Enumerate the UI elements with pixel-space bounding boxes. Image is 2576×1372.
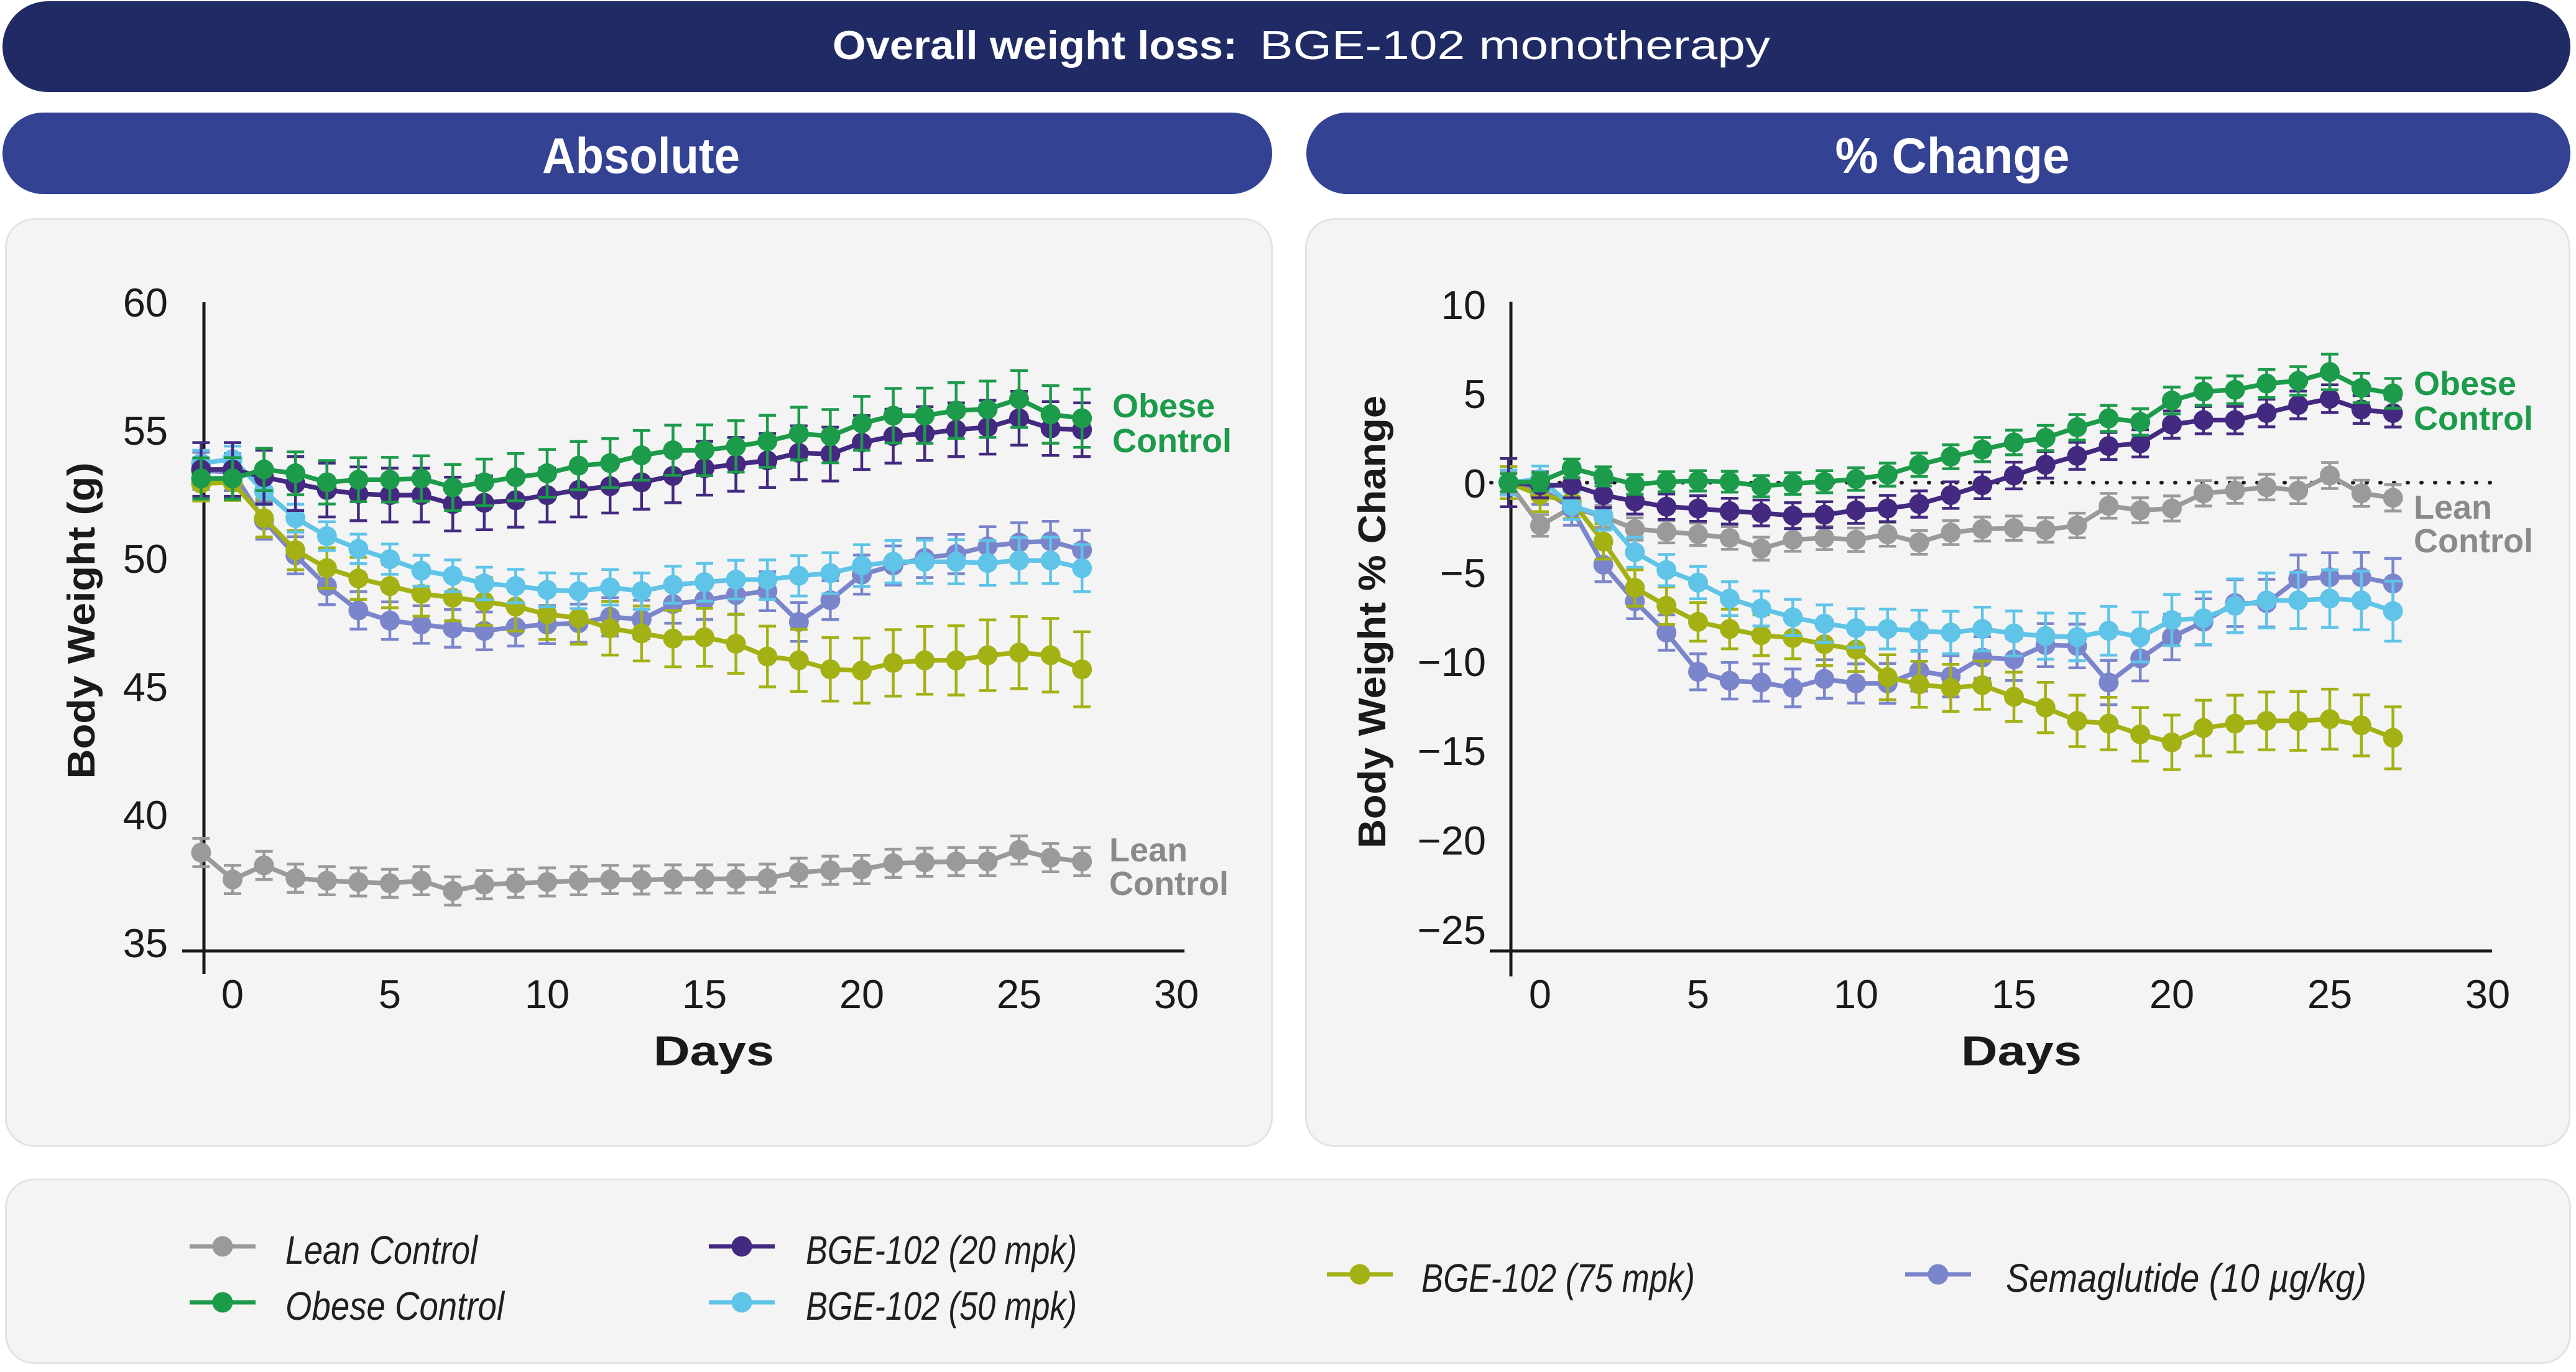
svg-text:% Change: % Change xyxy=(1835,128,2070,184)
svg-text:25: 25 xyxy=(2307,971,2352,1017)
svg-text:Obese: Obese xyxy=(1112,387,1215,425)
svg-text:Overall weight loss:: Overall weight loss: xyxy=(833,22,1237,68)
svg-text:Absolute: Absolute xyxy=(542,128,740,184)
svg-text:Body Weight % Change: Body Weight % Change xyxy=(1351,396,1394,848)
svg-text:30: 30 xyxy=(2465,971,2510,1017)
svg-text:BGE-102 (75 mpk): BGE-102 (75 mpk) xyxy=(1421,1256,1695,1300)
svg-text:15: 15 xyxy=(1992,971,2036,1017)
svg-text:Body Weight (g): Body Weight (g) xyxy=(60,463,103,779)
svg-text:Days: Days xyxy=(653,1027,774,1075)
svg-text:55: 55 xyxy=(123,408,168,453)
svg-text:40: 40 xyxy=(123,792,168,838)
svg-text:Days: Days xyxy=(1961,1027,2082,1075)
svg-text:0: 0 xyxy=(221,971,244,1017)
svg-text:5: 5 xyxy=(1687,971,1709,1017)
svg-text:35: 35 xyxy=(123,920,168,966)
svg-text:20: 20 xyxy=(839,971,884,1017)
svg-text:BGE-102 monotherapy: BGE-102 monotherapy xyxy=(1260,22,1771,68)
svg-text:BGE-102 (20 mpk): BGE-102 (20 mpk) xyxy=(806,1228,1077,1272)
svg-text:−10: −10 xyxy=(1418,639,1486,685)
svg-text:60: 60 xyxy=(123,280,168,325)
svg-text:10: 10 xyxy=(1834,971,1878,1017)
svg-text:−5: −5 xyxy=(1440,550,1486,596)
svg-text:Control: Control xyxy=(2414,522,2533,560)
svg-text:Control: Control xyxy=(2414,400,2533,437)
svg-text:Lean: Lean xyxy=(2414,489,2492,526)
svg-text:30: 30 xyxy=(1154,971,1199,1017)
svg-text:5: 5 xyxy=(1464,371,1486,417)
svg-text:−20: −20 xyxy=(1418,818,1486,863)
svg-text:−25: −25 xyxy=(1418,907,1486,953)
svg-text:45: 45 xyxy=(123,664,168,710)
svg-text:Control: Control xyxy=(1112,422,1232,460)
svg-text:Semaglutide (10 µg/kg): Semaglutide (10 µg/kg) xyxy=(2006,1256,2366,1300)
svg-text:25: 25 xyxy=(997,971,1041,1017)
svg-text:5: 5 xyxy=(379,971,401,1017)
svg-text:20: 20 xyxy=(2149,971,2194,1017)
svg-text:10: 10 xyxy=(525,971,570,1017)
svg-text:50: 50 xyxy=(123,536,168,582)
svg-text:0: 0 xyxy=(1529,971,1551,1017)
svg-text:10: 10 xyxy=(1441,282,1486,328)
svg-text:Lean Control: Lean Control xyxy=(285,1228,479,1272)
svg-text:BGE-102 (50 mpk): BGE-102 (50 mpk) xyxy=(806,1284,1077,1328)
svg-text:0: 0 xyxy=(1464,461,1486,506)
svg-text:Lean: Lean xyxy=(1109,832,1188,869)
svg-text:Obese Control: Obese Control xyxy=(285,1284,506,1328)
svg-text:15: 15 xyxy=(682,971,727,1017)
svg-text:Obese: Obese xyxy=(2414,365,2516,402)
svg-text:Control: Control xyxy=(1109,865,1229,902)
svg-text:−15: −15 xyxy=(1418,728,1486,774)
